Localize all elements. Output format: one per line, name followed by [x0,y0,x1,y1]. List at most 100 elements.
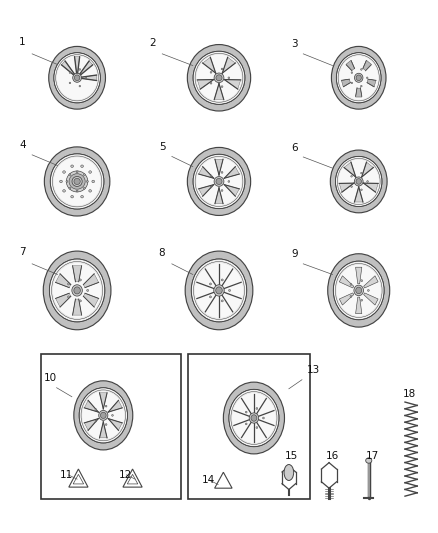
Polygon shape [354,187,363,202]
Ellipse shape [366,458,372,463]
Polygon shape [362,162,373,177]
Polygon shape [199,184,214,196]
Ellipse shape [193,51,245,104]
Ellipse shape [232,393,276,443]
Ellipse shape [336,156,382,206]
Ellipse shape [336,265,381,316]
Ellipse shape [53,157,101,206]
Ellipse shape [214,176,224,187]
Ellipse shape [356,287,362,294]
Ellipse shape [54,53,100,103]
Ellipse shape [210,186,212,188]
Ellipse shape [249,413,259,423]
Ellipse shape [43,251,111,330]
Polygon shape [224,79,241,89]
Ellipse shape [216,75,222,80]
Ellipse shape [360,172,362,174]
Ellipse shape [52,262,102,319]
Ellipse shape [245,411,247,413]
Ellipse shape [209,283,212,285]
Ellipse shape [92,180,95,183]
Ellipse shape [69,82,71,84]
Polygon shape [99,422,107,438]
Text: 7: 7 [19,247,26,257]
Ellipse shape [221,172,223,173]
Polygon shape [99,393,107,409]
Polygon shape [85,418,99,430]
Ellipse shape [333,261,384,320]
Text: 3: 3 [291,39,298,49]
Ellipse shape [231,392,277,445]
Text: 4: 4 [19,140,26,150]
Ellipse shape [67,296,70,298]
Ellipse shape [67,283,70,285]
Ellipse shape [351,186,353,188]
Ellipse shape [221,68,223,70]
Polygon shape [356,267,362,284]
Ellipse shape [354,177,363,186]
Ellipse shape [228,77,230,79]
Polygon shape [215,159,223,175]
Text: 8: 8 [159,248,166,258]
Ellipse shape [76,190,78,192]
Polygon shape [83,293,99,307]
Ellipse shape [63,171,65,173]
Ellipse shape [50,154,104,209]
Polygon shape [339,276,354,288]
Ellipse shape [262,417,264,419]
Text: 12: 12 [119,470,132,480]
Polygon shape [203,57,215,73]
Ellipse shape [360,85,362,87]
Ellipse shape [195,263,243,318]
Text: 5: 5 [159,142,166,152]
Ellipse shape [99,410,108,421]
Ellipse shape [195,53,243,102]
Ellipse shape [221,279,223,281]
Ellipse shape [56,55,99,101]
Ellipse shape [44,147,110,216]
Ellipse shape [69,72,71,74]
Ellipse shape [354,73,363,82]
Ellipse shape [187,45,251,111]
Polygon shape [339,183,354,192]
Ellipse shape [339,56,378,100]
Ellipse shape [85,77,87,78]
Text: 15: 15 [285,451,298,461]
Ellipse shape [328,254,390,327]
Ellipse shape [332,49,382,107]
Ellipse shape [229,389,279,447]
Ellipse shape [187,148,251,215]
Ellipse shape [45,150,105,213]
Ellipse shape [223,382,285,454]
Ellipse shape [256,408,258,409]
Polygon shape [344,162,356,177]
Ellipse shape [76,171,78,173]
Ellipse shape [228,181,230,182]
Polygon shape [364,276,378,288]
Ellipse shape [251,415,257,421]
Ellipse shape [71,165,74,167]
Text: 18: 18 [403,389,416,399]
Ellipse shape [79,387,127,443]
Ellipse shape [350,295,352,297]
Ellipse shape [105,424,107,425]
Ellipse shape [67,171,88,192]
Polygon shape [223,57,235,73]
Ellipse shape [336,53,381,103]
Ellipse shape [74,75,80,80]
Text: 6: 6 [291,143,298,153]
Ellipse shape [79,69,81,70]
Ellipse shape [87,289,88,292]
Polygon shape [61,61,74,75]
Ellipse shape [57,56,97,100]
Polygon shape [108,418,122,430]
Ellipse shape [83,174,85,175]
Ellipse shape [331,152,383,211]
Ellipse shape [69,174,71,175]
Ellipse shape [81,390,126,441]
Polygon shape [224,167,239,178]
Ellipse shape [83,188,85,189]
Ellipse shape [89,190,92,192]
Ellipse shape [100,412,106,418]
Polygon shape [80,61,93,75]
